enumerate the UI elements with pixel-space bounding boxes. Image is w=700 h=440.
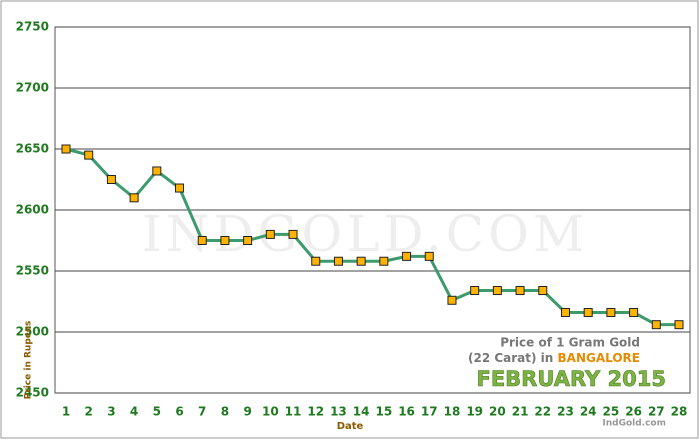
x-tick-label: 22 bbox=[534, 405, 551, 419]
x-tick-label: 10 bbox=[262, 405, 279, 419]
y-tick-label: 2600 bbox=[16, 203, 49, 217]
x-tick-label: 20 bbox=[489, 405, 506, 419]
y-tick-label: 2500 bbox=[16, 325, 49, 339]
marker bbox=[129, 193, 139, 203]
x-tick-label: 17 bbox=[421, 405, 438, 419]
x-tick-label: 1 bbox=[62, 405, 70, 419]
x-tick-label: 13 bbox=[330, 405, 347, 419]
marker bbox=[288, 229, 298, 239]
x-tick-label: 25 bbox=[603, 405, 620, 419]
marker bbox=[538, 286, 548, 296]
y-tick-label: 2450 bbox=[16, 386, 49, 400]
annotation-subtitle: (22 Carat) in BANGALORE bbox=[468, 351, 640, 365]
watermark: INDGOLD.COM bbox=[142, 205, 588, 263]
x-tick-label: 14 bbox=[353, 405, 370, 419]
x-tick-label: 6 bbox=[175, 405, 183, 419]
annotation-period: FEBRUARY 2015 bbox=[476, 367, 666, 391]
line bbox=[65, 147, 679, 327]
x-tick-label: 15 bbox=[376, 405, 393, 419]
marker bbox=[583, 307, 593, 317]
marker bbox=[515, 286, 525, 296]
x-tick-label: 9 bbox=[243, 405, 251, 419]
x-tick-label: 18 bbox=[444, 405, 461, 419]
marker bbox=[560, 307, 570, 317]
y-tick-label: 2700 bbox=[16, 81, 49, 95]
x-tick-label: 5 bbox=[153, 405, 161, 419]
y-tick-label: 2650 bbox=[16, 142, 49, 156]
marker bbox=[470, 286, 480, 296]
annotation-city: BANGALORE bbox=[558, 351, 640, 365]
marker bbox=[175, 183, 185, 193]
x-tick-label: 21 bbox=[512, 405, 529, 419]
x-tick-label: 3 bbox=[107, 405, 115, 419]
x-tick-label: 26 bbox=[625, 405, 642, 419]
marker bbox=[402, 251, 412, 261]
annotation-carat: (22 Carat) in bbox=[468, 351, 553, 365]
marker bbox=[606, 307, 616, 317]
marker bbox=[106, 175, 116, 184]
x-tick-label: 23 bbox=[557, 405, 574, 419]
x-tick-label: 8 bbox=[221, 405, 229, 419]
marker bbox=[61, 144, 71, 154]
annotation-title: Price of 1 Gram Gold bbox=[500, 336, 640, 350]
marker bbox=[379, 256, 389, 266]
marker bbox=[84, 150, 94, 160]
x-tick-label: 12 bbox=[307, 405, 324, 419]
x-tick-label: 19 bbox=[466, 405, 483, 419]
marker bbox=[651, 320, 661, 330]
marker bbox=[265, 229, 275, 239]
x-tick-label: 2 bbox=[85, 405, 93, 419]
x-tick-label: 27 bbox=[648, 405, 665, 419]
marker bbox=[674, 320, 684, 330]
x-tick-label: 4 bbox=[130, 405, 138, 419]
marker bbox=[356, 256, 366, 266]
y-tick-label: 2750 bbox=[16, 20, 49, 34]
marker bbox=[197, 236, 207, 245]
x-tick-label: 16 bbox=[398, 405, 415, 419]
marker bbox=[629, 307, 639, 317]
marker bbox=[492, 286, 502, 296]
marker bbox=[311, 256, 321, 266]
annotation-source: IndGold.com bbox=[602, 419, 666, 429]
y-axis-label: Price in Rupees bbox=[24, 321, 34, 400]
marker bbox=[220, 236, 230, 245]
x-axis-label: Date bbox=[337, 421, 364, 432]
x-tick-label: 7 bbox=[198, 405, 206, 419]
x-tick-label: 24 bbox=[580, 405, 597, 419]
marker bbox=[447, 295, 457, 305]
marker bbox=[243, 236, 253, 245]
x-tick-label: 28 bbox=[671, 405, 688, 419]
marker bbox=[424, 251, 434, 261]
y-tick-label: 2550 bbox=[16, 264, 49, 278]
marker bbox=[152, 166, 162, 176]
x-tick-label: 11 bbox=[285, 405, 302, 419]
marker bbox=[333, 256, 343, 266]
